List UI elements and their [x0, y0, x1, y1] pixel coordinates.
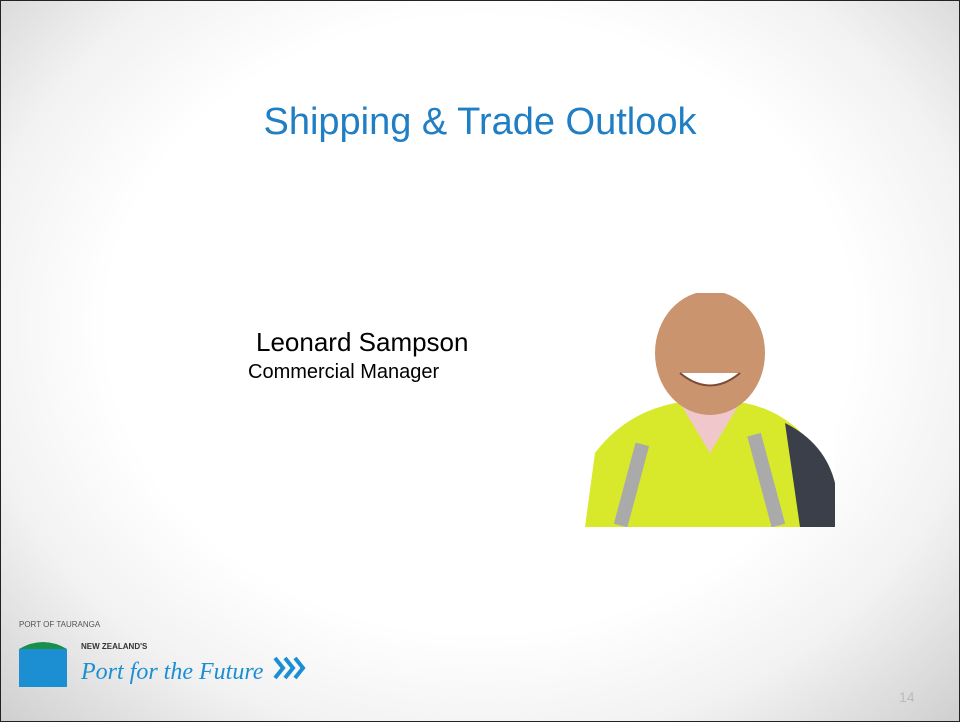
logo-tagline: NEW ZEALAND'S	[81, 642, 148, 651]
speaker-name: Leonard Sampson	[256, 327, 469, 357]
speaker-role: Commercial Manager	[248, 361, 440, 383]
logo-port-of: PORT OF TAURANGA	[19, 620, 101, 629]
page-number: 14	[899, 689, 915, 705]
speaker-photo	[585, 293, 835, 527]
slide-title: Shipping & Trade Outlook	[263, 101, 697, 143]
logo: PORT OF TAURANGA NEW ZEALAND'S Port for …	[19, 620, 306, 687]
logo-slogan: Port for the Future	[80, 659, 264, 685]
